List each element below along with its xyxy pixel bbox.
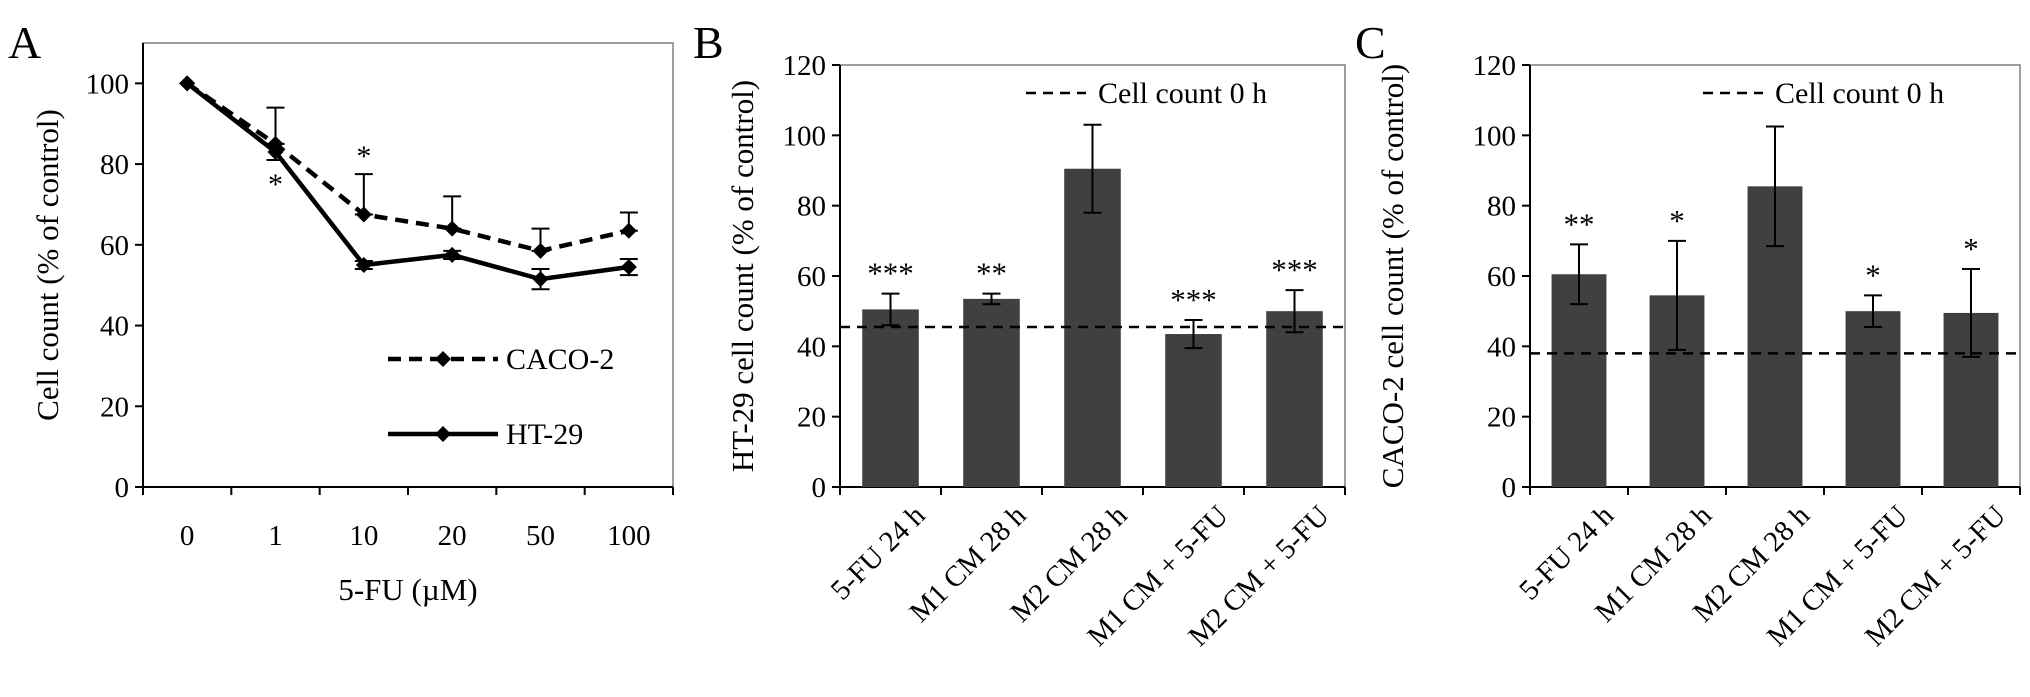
panel-c-y-tick-label: 80: [1487, 191, 1516, 223]
panel-c-significance-label: *: [1669, 203, 1685, 238]
panel-a-y-tick-label: 100: [86, 68, 130, 100]
panel-b-significance-label: ***: [1271, 252, 1318, 287]
panel-b-y-tick-label: 100: [783, 120, 827, 152]
panel-b-y-tick-label: 120: [783, 50, 827, 82]
panel-b-y-tick-label: 80: [797, 191, 826, 223]
panel-b-x-tick-label: 5-FU 24 h: [825, 499, 932, 606]
panel-b-bar: [1165, 334, 1222, 487]
panel-b-bar: [862, 309, 919, 487]
panel-a-legend-ht-29-marker: [435, 426, 451, 442]
panel-a-series-caco-2-point: [444, 220, 461, 237]
panel-b-y-tick-label: 60: [797, 261, 826, 293]
panel-c-y-tick-label: 100: [1473, 120, 1517, 152]
panel-c-bar: [1845, 311, 1901, 487]
panel-a-series-caco-2-point: [355, 206, 372, 223]
panel-b-y-axis-label: HT-29 cell count (% of control): [725, 80, 760, 472]
panel-b-significance-label: ***: [1170, 282, 1217, 317]
panel-c-y-tick-label: 120: [1473, 50, 1517, 82]
panel-a-series-caco-2-point: [532, 242, 549, 259]
panel-c-significance-label: *: [1963, 231, 1979, 266]
panel-c-panel-letter: C: [1355, 17, 1386, 68]
panel-b-bar-chart: 0 20 40 60 80 100 120 HT-29 cell count (% of co…: [693, 17, 1346, 653]
panel-a-x-tick-label: 100: [607, 520, 651, 552]
panel-a-y-tick-label: 0: [115, 472, 130, 504]
panel-a-line-chart: 0 20 40 60 80 100 Cell count (% of control) A 0 1…: [8, 17, 674, 607]
panel-c-significance-label: *: [1865, 257, 1881, 292]
panel-b-panel-letter: B: [693, 17, 724, 68]
panel-a-series-ht-29-line: [185, 81, 630, 282]
panel-a-series-caco-2-significance-label: *: [356, 140, 371, 173]
panel-c-legend-label: Cell count 0 h: [1775, 77, 1944, 110]
panel-a-y-axis-label: Cell count (% of control): [30, 109, 65, 421]
panel-b-y-tick-label: 40: [797, 331, 826, 363]
panel-a-legend-caco-2-marker: [435, 351, 451, 367]
panel-a-series-ht-29-point: [179, 75, 196, 92]
panel-c-y-tick-label: 60: [1487, 261, 1516, 293]
panel-a-series-caco-2-point: [620, 222, 637, 239]
panel-a-x-tick-label: 0: [180, 520, 195, 552]
panel-b-significance-label: **: [976, 256, 1007, 291]
panel-a-x-tick-label: 1: [268, 520, 283, 552]
panel-a-series-ht-29-point: [267, 143, 284, 160]
panel-a-series-ht-29-point: [532, 271, 549, 288]
panel-a-series-caco-2-line: [185, 81, 630, 254]
panel-b-bar: [963, 298, 1020, 487]
panel-a-y-tick-label: 80: [100, 149, 129, 181]
panel-a-series-ht-29-point: [355, 257, 372, 273]
panel-a-y-tick-label: 20: [100, 391, 129, 423]
panel-b-y-tick-label: 0: [812, 472, 827, 504]
panel-c-y-tick-label: 40: [1487, 331, 1516, 363]
panel-a-x-axis-label: 5-FU (µM): [338, 572, 477, 607]
panel-a-x-tick-label: 50: [526, 520, 555, 552]
panel-c-y-tick-label: 20: [1487, 402, 1516, 434]
panel-b-legend-label: Cell count 0 h: [1098, 77, 1267, 110]
panel-a-series-ht-29-significance-label: *: [268, 168, 283, 201]
panel-b-significance-label: ***: [867, 256, 914, 291]
panel-a-x-tick-label: 20: [438, 520, 467, 552]
panel-c-bar: [1551, 274, 1607, 487]
panel-c-bar-chart: 0 20 40 60 80 100 120 CACO-2 cell count (% of c…: [1355, 17, 2021, 653]
panel-b-bar: [1266, 311, 1323, 487]
panel-c-y-tick-label: 0: [1502, 472, 1517, 504]
panel-a-legend-ht-29-label: HT-29: [506, 418, 583, 451]
panel-a-panel-letter: A: [8, 17, 41, 68]
panel-a-series-ht-29-point: [444, 246, 461, 263]
panel-a-y-tick-label: 60: [100, 230, 129, 262]
panel-b-bar: [1064, 168, 1121, 487]
panel-a-legend-caco-2-label: CACO-2: [506, 343, 614, 376]
panel-c-y-axis-label: CACO-2 cell count (% of control): [1375, 64, 1410, 488]
panel-a-series-ht-29-point: [620, 259, 637, 276]
panel-c-significance-label: **: [1564, 206, 1595, 241]
panel-a-x-tick-label: 10: [349, 520, 378, 552]
panel-b-y-tick-label: 20: [797, 402, 826, 434]
panel-a-y-tick-label: 40: [100, 311, 129, 343]
